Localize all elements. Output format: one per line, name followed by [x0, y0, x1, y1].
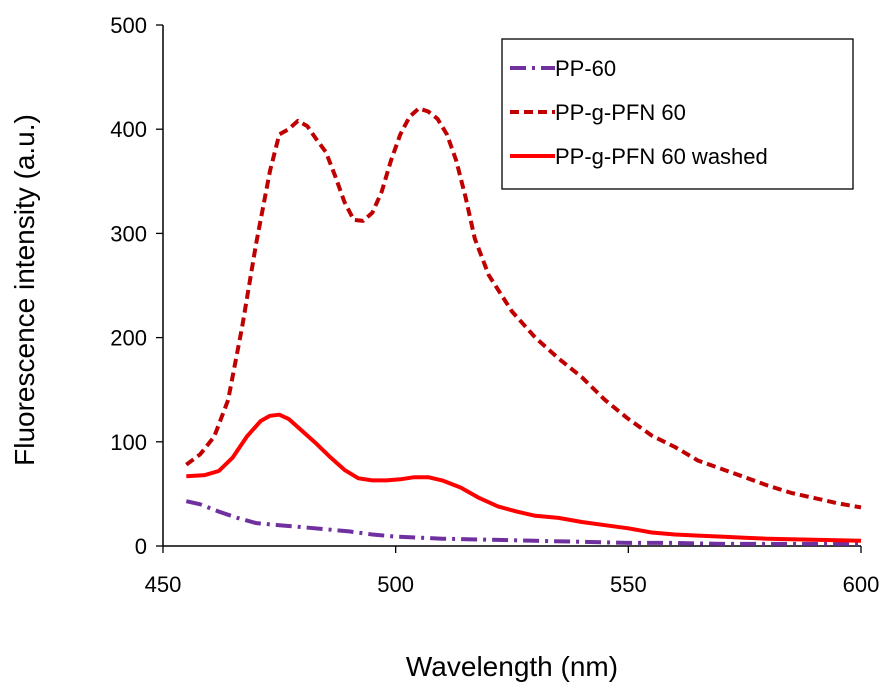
x-tick-label: 450 [145, 572, 182, 597]
series-layer [185, 106, 862, 546]
y-tick-label: 500 [110, 13, 147, 38]
series-line-pp-g-pfn-60-washed [186, 412, 862, 543]
series-line-pp-60 [185, 499, 861, 546]
x-axis-ticks: 450 500 550 600 [145, 546, 880, 597]
legend-label: PP-g-PFN 60 [555, 100, 686, 125]
y-tick-label: 100 [110, 430, 147, 455]
legend-label: PP-g-PFN 60 washed [555, 144, 768, 169]
legend-box [501, 38, 854, 190]
y-axis-ticks: 0 100 200 300 400 500 [110, 13, 163, 559]
legend-label: PP-60 [555, 56, 616, 81]
y-tick-label: 200 [110, 326, 147, 351]
y-axis-label: Fluorescence intensity (a.u.) [9, 114, 40, 466]
y-tick-label: 0 [135, 534, 147, 559]
legend: PP-60 PP-g-PFN 60 PP-g-PFN 60 washed [501, 38, 854, 190]
y-tick-label: 300 [110, 221, 147, 246]
y-tick-label: 400 [110, 117, 147, 142]
series-line-pp-g-pfn-60 [185, 106, 862, 510]
x-tick-label: 500 [377, 572, 414, 597]
x-tick-label: 550 [610, 572, 647, 597]
x-tick-label: 600 [843, 572, 880, 597]
x-axis-label: Wavelength (nm) [406, 651, 618, 682]
